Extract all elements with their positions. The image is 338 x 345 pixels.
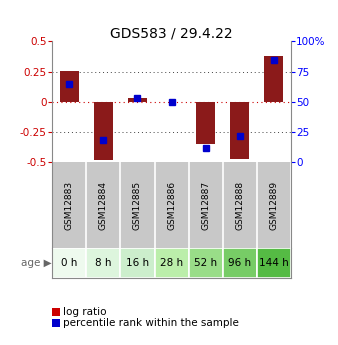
Bar bbox=[223, 248, 257, 278]
Text: 16 h: 16 h bbox=[126, 258, 149, 268]
Text: GSM12885: GSM12885 bbox=[133, 181, 142, 230]
Text: GSM12888: GSM12888 bbox=[235, 181, 244, 230]
Text: 52 h: 52 h bbox=[194, 258, 217, 268]
Text: GSM12889: GSM12889 bbox=[269, 181, 278, 230]
Text: 144 h: 144 h bbox=[259, 258, 289, 268]
Title: GDS583 / 29.4.22: GDS583 / 29.4.22 bbox=[110, 26, 233, 40]
Bar bbox=[189, 248, 223, 278]
Text: percentile rank within the sample: percentile rank within the sample bbox=[63, 318, 238, 328]
Text: GSM12887: GSM12887 bbox=[201, 181, 210, 230]
Bar bbox=[94, 102, 113, 160]
Text: 28 h: 28 h bbox=[160, 258, 183, 268]
Bar bbox=[264, 56, 283, 102]
Bar bbox=[128, 98, 147, 102]
Text: GSM12886: GSM12886 bbox=[167, 181, 176, 230]
Bar bbox=[196, 102, 215, 144]
Text: GSM12883: GSM12883 bbox=[65, 181, 74, 230]
Bar bbox=[154, 248, 189, 278]
Text: age ▶: age ▶ bbox=[21, 258, 52, 268]
Bar bbox=[52, 248, 87, 278]
Bar bbox=[257, 248, 291, 278]
Bar bbox=[230, 102, 249, 159]
Bar bbox=[120, 248, 154, 278]
Text: log ratio: log ratio bbox=[63, 307, 106, 317]
Text: 96 h: 96 h bbox=[228, 258, 251, 268]
Bar bbox=[87, 248, 120, 278]
Text: 8 h: 8 h bbox=[95, 258, 112, 268]
Bar bbox=[60, 71, 79, 102]
Text: 0 h: 0 h bbox=[61, 258, 78, 268]
Text: GSM12884: GSM12884 bbox=[99, 181, 108, 230]
